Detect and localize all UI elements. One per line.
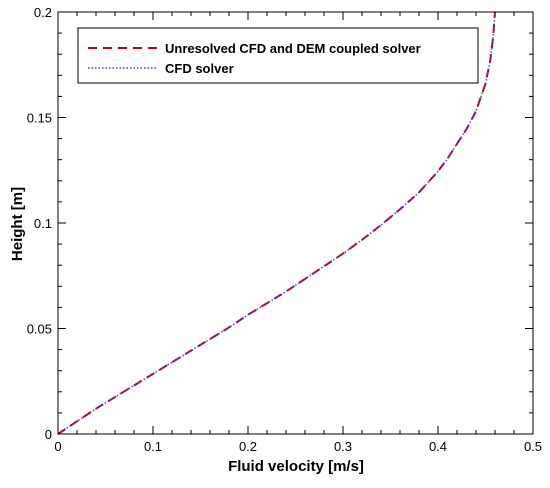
minor-ticks xyxy=(58,12,533,434)
plot-area-frame xyxy=(57,11,534,435)
x-axis-title: Fluid velocity [m/s] xyxy=(228,458,364,475)
y-tick-label: 0.1 xyxy=(34,216,52,231)
x-tick-label: 0 xyxy=(54,439,61,454)
y-tick-label: 0.05 xyxy=(27,322,52,337)
x-tick-labels: 0 0.1 0.2 0.3 0.4 0.5 xyxy=(54,439,542,454)
series-line-cfd-solver xyxy=(57,11,496,435)
legend: Unresolved CFD and DEM coupled solver CF… xyxy=(77,27,479,84)
x-tick-label: 0.2 xyxy=(239,439,257,454)
legend-label-coupled-solver: Unresolved CFD and DEM coupled solver xyxy=(165,41,421,56)
x-tick-label: 0.5 xyxy=(524,439,542,454)
y-axis-title: Height [m] xyxy=(9,187,26,261)
y-tick-label: 0 xyxy=(45,427,52,442)
legend-label-cfd-solver: CFD solver xyxy=(165,61,234,76)
y-tick-labels: 0 0.05 0.1 0.15 0.2 xyxy=(27,5,52,442)
x-tick-label: 0.4 xyxy=(429,439,447,454)
series-layer xyxy=(57,11,496,435)
legend-box xyxy=(77,27,479,84)
y-tick-label: 0.15 xyxy=(27,111,52,126)
x-tick-label: 0.3 xyxy=(334,439,352,454)
x-tick-label: 0.1 xyxy=(144,439,162,454)
y-tick-label: 0.2 xyxy=(34,5,52,20)
